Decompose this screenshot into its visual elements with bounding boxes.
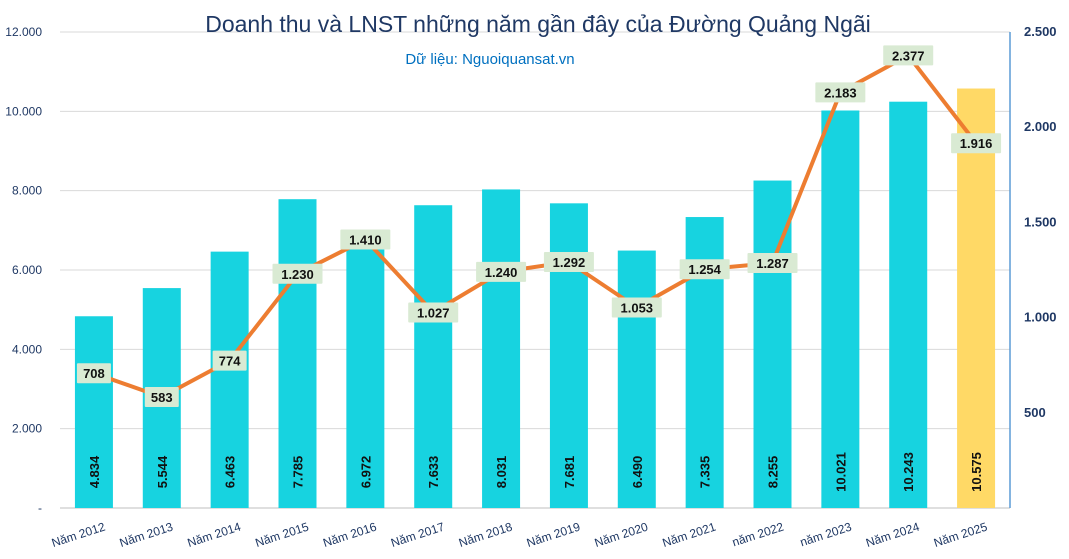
x-tick-label: Năm 2012: [50, 519, 107, 550]
x-tick-label: Năm 2013: [118, 519, 175, 550]
x-tick-label: Năm 2015: [253, 519, 310, 550]
y-right-tick-label: 1.000: [1024, 310, 1057, 325]
revenue-bar-label: 6.972: [358, 456, 373, 489]
x-tick-label: Năm 2017: [389, 519, 446, 550]
profit-line: [93, 53, 978, 399]
profit-label-box: [679, 259, 730, 280]
x-tick-label: năm 2022: [730, 519, 785, 549]
profit-label: 1.916: [960, 136, 993, 151]
profit-label-box: [747, 252, 798, 273]
profit-label-box: [611, 297, 662, 318]
profit-label-box: [76, 363, 111, 384]
right-axis-ticks: 500 1.000 1.500 2.000 2.500: [1024, 24, 1057, 420]
revenue-bar: [74, 316, 113, 508]
revenue-bar-labels: 4.834 5.544 6.463 7.785 6.972 7.633 8.031 7.681…: [87, 452, 984, 492]
profit-label-box: [408, 302, 459, 323]
profit-label-box: [543, 252, 594, 273]
grid-lines: [60, 31, 1010, 509]
y-right-tick-label: 500: [1024, 405, 1046, 420]
y-left-tick-label: 12.000: [5, 25, 42, 39]
profit-label: 2.377: [892, 48, 925, 63]
profit-label-box: [340, 229, 391, 250]
revenue-bar-label: 4.834: [87, 455, 102, 488]
revenue-bar: [957, 88, 996, 509]
left-axis-ticks: - 2.000 4.000 6.000 8.000 10.000 12.000: [5, 25, 42, 515]
x-tick-label: Năm 2019: [525, 519, 582, 550]
profit-label: 1.254: [688, 262, 721, 277]
profit-label: 2.183: [824, 85, 857, 100]
y-left-tick-label: -: [38, 501, 42, 515]
profit-label: 1.053: [621, 301, 654, 316]
revenue-bar-label: 7.785: [291, 456, 306, 489]
y-left-tick-label: 10.000: [5, 104, 42, 118]
profit-label: 1.230: [281, 267, 314, 282]
profit-label-box: [883, 45, 934, 66]
revenue-bar: [889, 101, 928, 508]
revenue-bar-label: 8.031: [494, 456, 509, 489]
profit-label-box: [476, 261, 527, 282]
y-right-tick-label: 1.500: [1024, 214, 1057, 229]
profit-label: 774: [219, 354, 241, 369]
x-tick-label: năm 2023: [798, 519, 853, 549]
revenue-bars: [74, 88, 996, 509]
revenue-bar: [210, 251, 249, 508]
y-left-tick-label: 2.000: [12, 422, 42, 436]
y-right-tick-label: 2.000: [1024, 119, 1057, 134]
profit-label-box: [144, 386, 179, 407]
revenue-bar-label: 10.021: [833, 452, 848, 492]
profit-label-box: [272, 263, 323, 284]
revenue-bar-label: 6.463: [223, 456, 238, 489]
x-axis-ticks: Năm 2012 Năm 2013 Năm 2014 Năm 2015 Năm 2016…: [50, 519, 989, 550]
revenue-bar-label: 10.575: [969, 452, 984, 492]
revenue-bar-label: 7.335: [698, 456, 713, 489]
revenue-bar-label: 10.243: [901, 452, 916, 492]
revenue-bar: [346, 231, 385, 508]
profit-label-box: [212, 350, 247, 371]
y-left-tick-label: 4.000: [12, 342, 42, 356]
profit-label-box: [815, 82, 866, 103]
profit-label: 1.027: [417, 305, 450, 320]
revenue-bar-label: 5.544: [155, 455, 170, 488]
x-tick-label: Năm 2018: [457, 519, 514, 550]
profit-label: 1.410: [349, 233, 382, 248]
x-tick-label: Năm 2024: [864, 519, 921, 550]
revenue-bar: [821, 110, 860, 508]
profit-label: 1.240: [485, 265, 518, 280]
y-left-tick-label: 8.000: [12, 184, 42, 198]
revenue-bar: [278, 199, 317, 508]
profit-label: 583: [151, 390, 173, 405]
profit-label-box: [951, 133, 1002, 154]
chart-subtitle: Dữ liệu: Nguoiquansat.vn: [405, 51, 574, 68]
profit-label: 708: [83, 366, 105, 381]
revenue-bar: [414, 205, 453, 508]
profit-line-labels: 708 583 774 1.230 1.410 1.027 1.240 1.292 1.053 1…: [76, 45, 1002, 407]
revenue-bar-label: 7.681: [562, 456, 577, 489]
revenue-bar-label: 7.633: [426, 456, 441, 489]
profit-label: 1.287: [756, 256, 789, 271]
x-tick-label: Năm 2020: [593, 519, 650, 550]
revenue-bar: [482, 189, 521, 508]
x-tick-label: Năm 2014: [186, 519, 243, 550]
y-right-tick-label: 2.500: [1024, 24, 1057, 39]
revenue-bar-label: 6.490: [630, 456, 645, 489]
x-tick-label: Năm 2016: [321, 519, 378, 550]
chart-title: Doanh thu và LNST những năm gần đây của …: [205, 11, 871, 37]
profit-label: 1.292: [553, 255, 586, 270]
x-tick-label: Năm 2025: [932, 519, 989, 550]
revenue-bar: [617, 250, 656, 508]
x-tick-label: Năm 2021: [661, 519, 718, 550]
y-left-tick-label: 6.000: [12, 263, 42, 277]
revenue-bar-label: 8.255: [766, 456, 781, 489]
